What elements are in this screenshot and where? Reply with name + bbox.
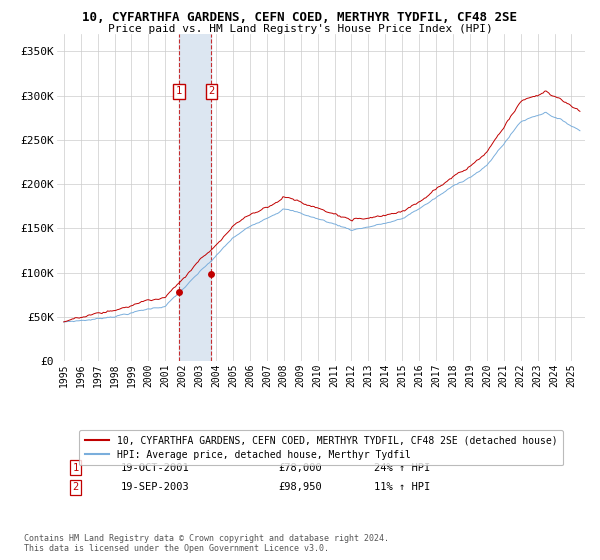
Text: Price paid vs. HM Land Registry's House Price Index (HPI): Price paid vs. HM Land Registry's House … [107, 24, 493, 34]
Text: 19-SEP-2003: 19-SEP-2003 [121, 482, 189, 492]
Text: 2: 2 [73, 482, 79, 492]
Text: £98,950: £98,950 [279, 482, 323, 492]
Text: Contains HM Land Registry data © Crown copyright and database right 2024.
This d: Contains HM Land Registry data © Crown c… [24, 534, 389, 553]
Legend: 10, CYFARTHFA GARDENS, CEFN COED, MERTHYR TYDFIL, CF48 2SE (detached house), HPI: 10, CYFARTHFA GARDENS, CEFN COED, MERTHY… [79, 430, 563, 465]
Text: 11% ↑ HPI: 11% ↑ HPI [374, 482, 430, 492]
Text: 10, CYFARTHFA GARDENS, CEFN COED, MERTHYR TYDFIL, CF48 2SE: 10, CYFARTHFA GARDENS, CEFN COED, MERTHY… [83, 11, 517, 24]
Text: 1: 1 [176, 86, 182, 96]
Text: 1: 1 [73, 463, 79, 473]
Text: 24% ↑ HPI: 24% ↑ HPI [374, 463, 430, 473]
Text: £78,000: £78,000 [279, 463, 323, 473]
Text: 19-OCT-2001: 19-OCT-2001 [121, 463, 189, 473]
Bar [179, 34, 211, 361]
Text: 2: 2 [208, 86, 214, 96]
